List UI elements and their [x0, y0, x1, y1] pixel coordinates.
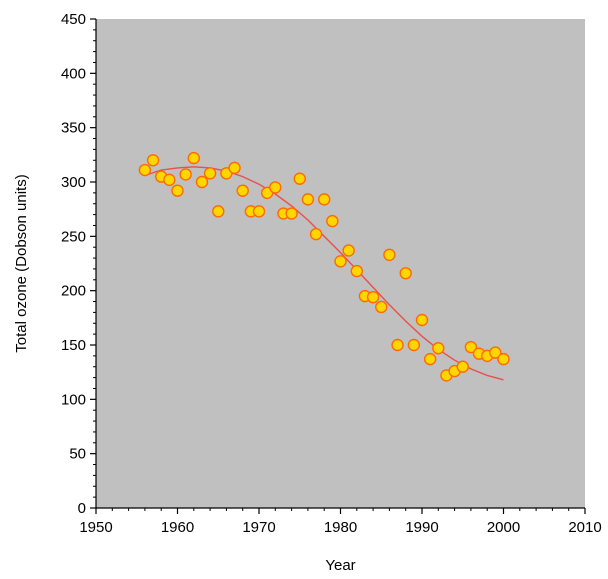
y-tick-label: 150	[61, 337, 86, 354]
x-tick-label: 1970	[242, 519, 275, 536]
data-point	[163, 173, 176, 187]
data-point	[187, 151, 201, 165]
y-tick-label: 300	[61, 174, 86, 191]
data-point	[366, 290, 380, 304]
x-axis-title: Year	[325, 557, 355, 574]
y-tick-label: 100	[61, 391, 86, 408]
data-point	[423, 352, 437, 366]
data-point	[497, 352, 510, 366]
data-point	[391, 338, 404, 352]
x-tick-label: 1990	[405, 519, 438, 536]
trend-line	[144, 166, 504, 381]
data-point	[171, 184, 184, 197]
data-point	[375, 300, 388, 314]
x-tick-label: 2000	[487, 519, 520, 536]
data-point	[350, 264, 363, 278]
y-axis-title: Total ozone (Dobson units)	[13, 174, 30, 352]
axes	[90, 18, 586, 514]
y-tick-label: 450	[61, 11, 86, 28]
data-point	[432, 342, 445, 355]
data-point	[212, 205, 225, 218]
data-point	[301, 193, 315, 206]
y-tick-label: 200	[61, 283, 86, 300]
trend-line-group	[144, 166, 504, 381]
data-point	[252, 205, 266, 218]
data-point	[236, 184, 249, 197]
x-tick-label: 2010	[568, 519, 601, 536]
data-point	[146, 154, 160, 167]
data-point	[334, 255, 347, 268]
data-point	[138, 163, 152, 177]
y-tick-label: 50	[69, 446, 86, 463]
data-point	[293, 172, 306, 185]
data-point	[195, 175, 209, 189]
y-tick-label: 250	[61, 228, 86, 245]
data-point	[285, 207, 298, 220]
data-point	[415, 313, 429, 327]
data-point	[203, 167, 217, 180]
data-point	[309, 227, 323, 241]
data-point	[399, 267, 412, 280]
data-point	[489, 346, 502, 359]
y-tick-label: 400	[61, 65, 86, 82]
data-points	[138, 151, 510, 382]
data-point	[228, 161, 241, 175]
x-tick-label: 1960	[161, 519, 194, 536]
data-point	[464, 340, 478, 354]
y-tick-label: 350	[61, 120, 86, 137]
data-point	[456, 360, 469, 373]
x-tick-label: 1950	[79, 519, 112, 536]
y-tick-label: 0	[78, 500, 86, 517]
data-point	[179, 168, 192, 181]
x-tick-label: 1980	[324, 519, 357, 536]
data-point	[318, 193, 331, 206]
data-point	[269, 181, 282, 194]
data-point	[342, 244, 355, 257]
data-point	[407, 338, 421, 352]
data-point	[383, 248, 396, 262]
tick-labels: 0 50 100 150 200 250 300 350 400 450 1950 1960 1970 1…	[61, 11, 602, 536]
data-point	[326, 214, 339, 228]
